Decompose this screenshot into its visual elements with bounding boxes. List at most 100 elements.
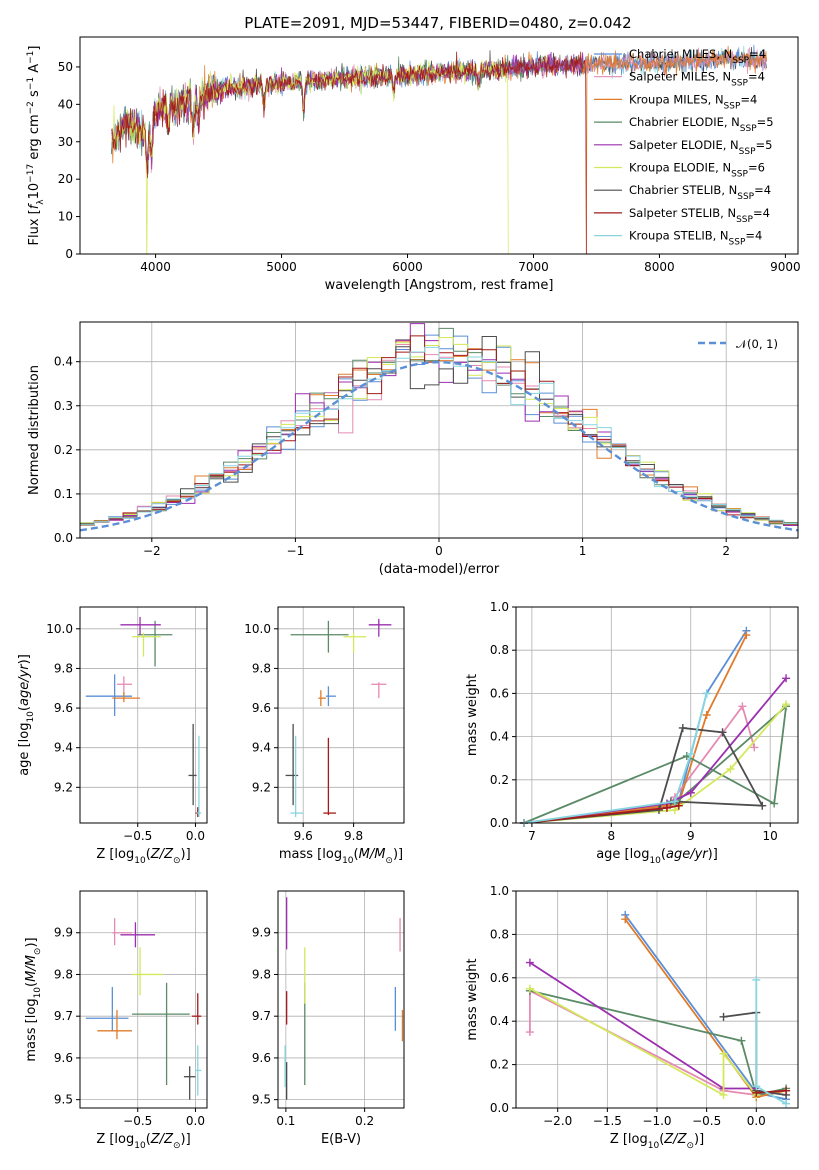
mass_vs_ebv-xtick-label: 0.2 — [355, 1114, 374, 1128]
weight_vs_age-xtick-label: 8 — [608, 829, 616, 843]
residuals-xtick-label: 0 — [435, 544, 443, 558]
weight-marker — [742, 631, 751, 640]
age_vs_mass-ytick-label: 9.2 — [252, 780, 271, 794]
age_vs_mass-panel: 9.6 9.8 9.2 9.4 9.6 9.8 10.0 mass [log10(M/M⊙)] — [244, 606, 405, 866]
spectrum-ytick-label: 20 — [58, 172, 73, 186]
mass_vs_ebv-xtick-label: 0.1 — [276, 1114, 295, 1128]
weight-line-salpeter-miles — [529, 989, 757, 1096]
residuals-ytick-label: 0.4 — [54, 355, 73, 369]
mass_vs_Z-xtick-label: 0.0 — [186, 1114, 205, 1128]
mass_vs_ebv-ytick-label: 9.9 — [252, 926, 271, 940]
weight-marker — [718, 728, 727, 737]
mass_vs_Z-panel: −0.5 0.0 9.5 9.6 9.7 9.8 9.9 Z [log10(Z/Z⊙)] mas… — [24, 890, 208, 1151]
spectrum-ylabel: Flux [fλ10−17 erg cm−2 s−1 A−1] — [26, 46, 46, 246]
weight-marker — [737, 1036, 746, 1045]
residuals-ytick-label: 0.0 — [54, 531, 73, 545]
legend-label: Salpeter ELODIE, NSSP=5 — [629, 138, 772, 157]
weight-marker — [758, 801, 767, 810]
age_vs_mass-ytick-label: 9.4 — [252, 741, 271, 755]
legend-label: Chabrier STELIB, NSSP=4 — [629, 183, 771, 202]
legend-label: Salpeter STELIB, NSSP=4 — [629, 206, 770, 225]
weight-marker — [525, 984, 534, 993]
residuals-xtick-label: −1 — [287, 544, 305, 558]
weight-marker — [686, 788, 695, 797]
spectrum-legend: Chabrier MILES, NSSP=4 Salpeter MILES, NS… — [594, 47, 774, 248]
weight-marker — [678, 723, 687, 732]
spectrum-ytick-label: 0 — [65, 247, 73, 261]
age_vs_Z-ytick-label: 9.6 — [54, 701, 73, 715]
mass_vs_ebv-ytick-label: 9.8 — [252, 967, 271, 981]
weight_vs_Z-ytick-label: 0.4 — [490, 1014, 509, 1028]
weight-line-kroupa-stelib — [523, 693, 708, 824]
mass_vs_ebv-xlabel: E(B-V) — [321, 1132, 361, 1147]
weight-line-salpeter-stelib — [756, 1089, 787, 1094]
spectrum-xtick-label: 8000 — [644, 260, 675, 274]
age_vs_mass-xlabel: mass [log10(M/M⊙)] — [279, 847, 403, 866]
spectrum-xtick-label: 7000 — [518, 260, 549, 274]
weight_vs_Z-xtick-label: −0.5 — [692, 1114, 721, 1128]
mass_vs_Z-xtick-label: −0.5 — [123, 1114, 152, 1128]
weight-marker — [662, 803, 671, 812]
spectrum-ytick-label: 30 — [58, 135, 73, 149]
mass_vs_ebv-ytick-label: 9.7 — [252, 1009, 271, 1023]
age_vs_mass-ytick-label: 9.6 — [252, 701, 271, 715]
weight-marker — [670, 797, 679, 806]
mass_vs_Z-ytick-label: 9.7 — [54, 1009, 73, 1023]
weight_vs_age-ytick-label: 0.6 — [490, 686, 509, 700]
weight-marker — [621, 915, 630, 924]
weight_vs_Z-panel: −2.0 −1.5 −1.0 −0.5 0.0 0.0 0.2 0.4 0.6 0.8 1.0 Z [… — [465, 884, 799, 1151]
weight-marker — [654, 806, 663, 815]
residuals-xtick-label: −2 — [143, 544, 161, 558]
mass_vs_Z-ytick-label: 9.8 — [54, 967, 73, 981]
age_vs_Z-panel: −0.5 0.0 9.2 9.4 9.6 9.8 10.0 Z [log10(Z/Z⊙)] ag… — [17, 606, 208, 866]
weight-marker — [752, 1082, 761, 1091]
weight-marker — [750, 743, 759, 752]
age_vs_mass-ytick-label: 9.8 — [252, 661, 271, 675]
weight_vs_age-ytick-label: 0.4 — [490, 730, 509, 744]
weight_vs_Z-ylabel: mass weight — [465, 958, 480, 1040]
weight_vs_age-xlabel: age [log10(age/yr)] — [596, 847, 718, 866]
legend-label: Kroupa STELIB, NSSP=4 — [629, 229, 762, 248]
legend-label: Chabrier MILES, NSSP=4 — [629, 47, 766, 66]
spectrum-panel: 4000 5000 6000 7000 8000 9000 0 10 20 30 40 50 wavel… — [26, 36, 801, 293]
weight-marker — [782, 1086, 791, 1095]
mass_vs_ebv-ytick-label: 9.5 — [252, 1093, 271, 1107]
legend-normal-label: 𝒩(0, 1) — [736, 337, 778, 351]
axes-frame — [79, 36, 799, 255]
weight-marker — [525, 958, 534, 967]
weight_vs_age-panel: 7 8 9 10 0.0 0.2 0.4 0.6 0.8 1.0 age [log10(age/yr… — [465, 600, 799, 866]
residuals-xlabel: (data-model)/error — [379, 562, 500, 577]
residuals-xtick-label: 2 — [722, 544, 730, 558]
residuals-panel: −2 −1 0 1 2 0.0 0.1 0.2 0.3 0.4 (data-model)/error… — [27, 321, 799, 577]
weight-marker — [782, 1099, 791, 1108]
spectrum-xlabel: wavelength [Angstrom, rest frame] — [325, 278, 554, 293]
residuals-ytick-label: 0.2 — [54, 443, 73, 457]
weight_vs_age-ytick-label: 1.0 — [490, 600, 509, 614]
mass_vs_ebv-panel: 0.1 0.2 9.5 9.6 9.7 9.8 9.9 E(B-V) — [252, 890, 405, 1147]
weight_vs_Z-xtick-label: 0.0 — [747, 1114, 766, 1128]
weight-marker — [782, 700, 791, 709]
age_vs_Z-ytick-label: 9.8 — [54, 661, 73, 675]
legend-label: Kroupa ELODIE, NSSP=6 — [629, 161, 765, 180]
mass_vs_Z-xlabel: Z [log10(Z/Z⊙)] — [96, 1132, 190, 1151]
weight_vs_Z-xtick-label: −1.5 — [593, 1114, 622, 1128]
age_vs_Z-xlabel: Z [log10(Z/Z⊙)] — [96, 847, 190, 866]
weight_vs_Z-ytick-label: 0.0 — [490, 1101, 509, 1115]
weight-marker — [782, 674, 791, 683]
spectrum-line-salpeter-stelib — [111, 51, 587, 254]
weight-marker — [719, 1012, 728, 1021]
spectrum-xtick-label: 6000 — [392, 260, 423, 274]
weight_vs_Z-xtick-label: −2.0 — [543, 1114, 572, 1128]
weight-marker — [702, 689, 711, 698]
weight_vs_Z-ytick-label: 1.0 — [490, 884, 509, 898]
residuals-ytick-label: 0.3 — [54, 399, 73, 413]
age_vs_Z-ylabel: age [log10(age/yr)] — [17, 654, 36, 776]
weight_vs_age-ytick-label: 0.2 — [490, 773, 509, 787]
weight-marker — [719, 1049, 728, 1058]
weight_vs_Z-ytick-label: 0.8 — [490, 927, 509, 941]
mass_vs_Z-ytick-label: 9.6 — [54, 1051, 73, 1065]
normal-curve — [79, 360, 799, 532]
weight-marker — [726, 765, 735, 773]
